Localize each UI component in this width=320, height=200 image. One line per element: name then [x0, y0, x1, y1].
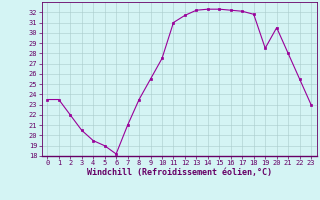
X-axis label: Windchill (Refroidissement éolien,°C): Windchill (Refroidissement éolien,°C)	[87, 168, 272, 177]
